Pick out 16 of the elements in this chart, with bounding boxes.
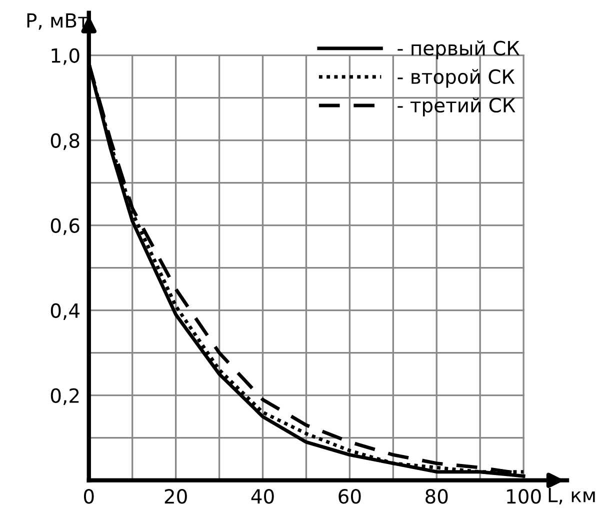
y-tick-label: 1,0 — [52, 48, 80, 65]
x-tick-label: 80 — [426, 489, 448, 504]
y-tick-label: 0,4 — [50, 303, 80, 320]
x-tick-label: 40 — [251, 489, 274, 504]
x-tick-label: 0 — [84, 489, 94, 504]
legend-label: - третий СК — [398, 98, 516, 116]
x-tick-label: 60 — [338, 489, 361, 504]
y-axis-title: P, мВт — [27, 13, 88, 30]
y-tick-label: 0,2 — [50, 388, 79, 405]
x-tick-label: 100 — [507, 489, 541, 504]
legend-label: - второй СК — [398, 69, 515, 88]
x-tick-label: 20 — [164, 489, 187, 504]
y-tick-label: 0,8 — [50, 133, 80, 150]
x-axis-title: L, км — [548, 488, 595, 504]
y-tick-label: 0,6 — [50, 218, 80, 235]
legend-label: - первый СК — [398, 40, 520, 60]
